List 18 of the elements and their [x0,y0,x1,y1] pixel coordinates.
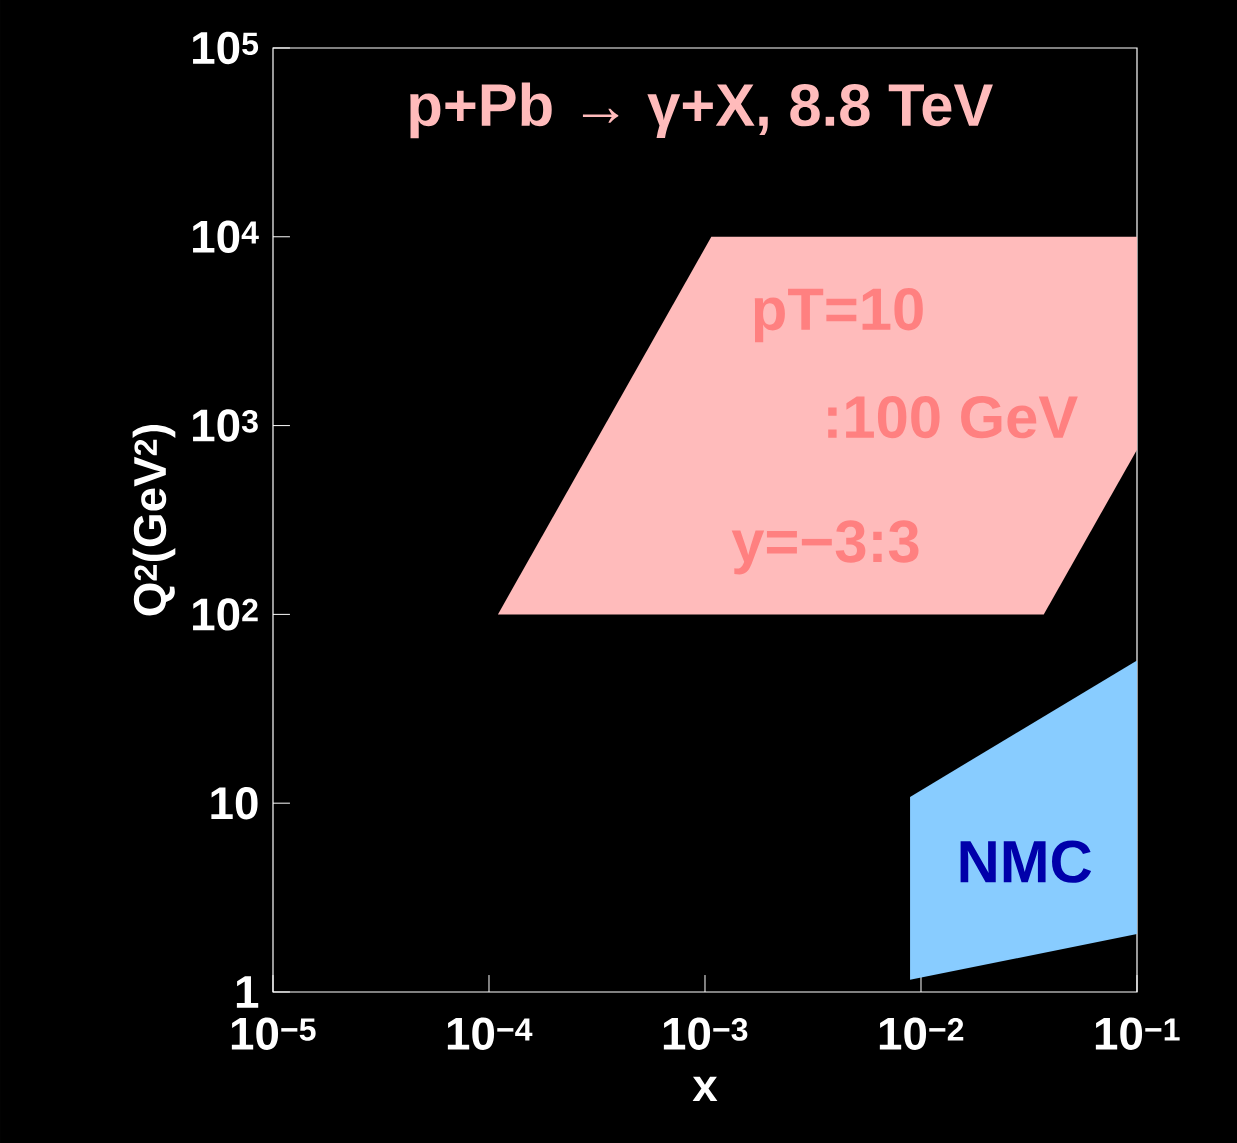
y-tick-label: 1 [236,976,259,1008]
y-axis-title: Q$^{2}$(GeV$^{2}$) [132,424,176,616]
annotation: p+Pb → γ+X, 8.8 TeV [410,82,993,139]
y-tick-label: 10$^{3}$ [193,409,258,442]
y-tick-label: 10$^{2}$ [193,598,258,631]
x-axis-title: x [692,1076,718,1101]
y-tick-label: 10 [211,786,258,820]
x-tick-label: 10$^{−3}$ [663,1017,748,1050]
x-tick-label: 10$^{−5}$ [231,1017,316,1050]
x-tick-label: 10$^{−4}$ [447,1017,533,1050]
annotation: :100 GeV [828,395,1078,439]
series-label: NMC [960,840,1092,883]
annotation: y=−3:3 [731,520,919,575]
annotation: pT=10 [754,288,923,343]
y-tick-label: 10$^{5}$ [193,31,259,65]
x-tick-label: 10$^{−1}$ [1095,1017,1180,1050]
y-tick-label: 10$^{4}$ [193,220,259,254]
x-tick-label: 10$^{−2}$ [879,1017,964,1050]
